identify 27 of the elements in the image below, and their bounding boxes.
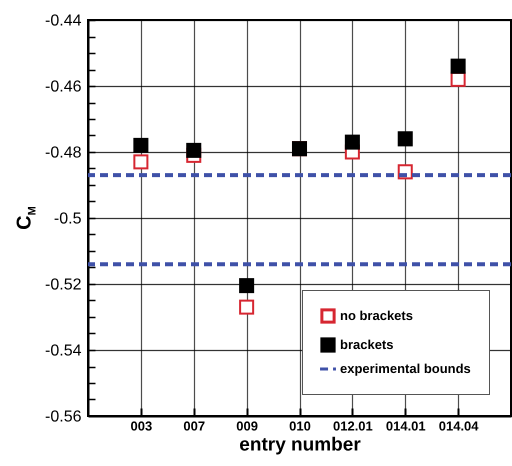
y-tick-label: -0.56: [45, 408, 82, 426]
y-tick-label: -0.52: [45, 276, 82, 294]
point: [398, 131, 413, 146]
point: [133, 154, 148, 170]
x-tick-label: 007: [183, 418, 206, 434]
point: [239, 300, 254, 315]
point: [450, 72, 466, 87]
y-tick-label: -0.46: [45, 78, 82, 96]
point: [133, 138, 148, 153]
legend-label: no brackets: [340, 308, 413, 323]
x-tick-label: 012.01: [332, 418, 373, 434]
y-tick-label: -0.5: [54, 210, 82, 228]
y-tick-label: -0.48: [45, 144, 82, 162]
x-tick-label: 010: [289, 418, 311, 434]
point: [239, 278, 254, 294]
x-tick-label: 009: [236, 418, 258, 434]
point: [450, 58, 466, 74]
x-tick-label: 014.04: [438, 418, 480, 434]
legend-label: experimental bounds: [340, 361, 471, 376]
x-tick-label: 003: [130, 418, 152, 434]
x-tick-label: 014.01: [386, 418, 426, 434]
point: [186, 142, 202, 158]
y-tick-label: -0.54: [45, 342, 82, 360]
x-axis-title: entry number: [239, 434, 362, 456]
y-tick-label: -0.44: [45, 12, 82, 30]
legend-label: brackets: [340, 337, 394, 352]
point: [344, 134, 360, 150]
